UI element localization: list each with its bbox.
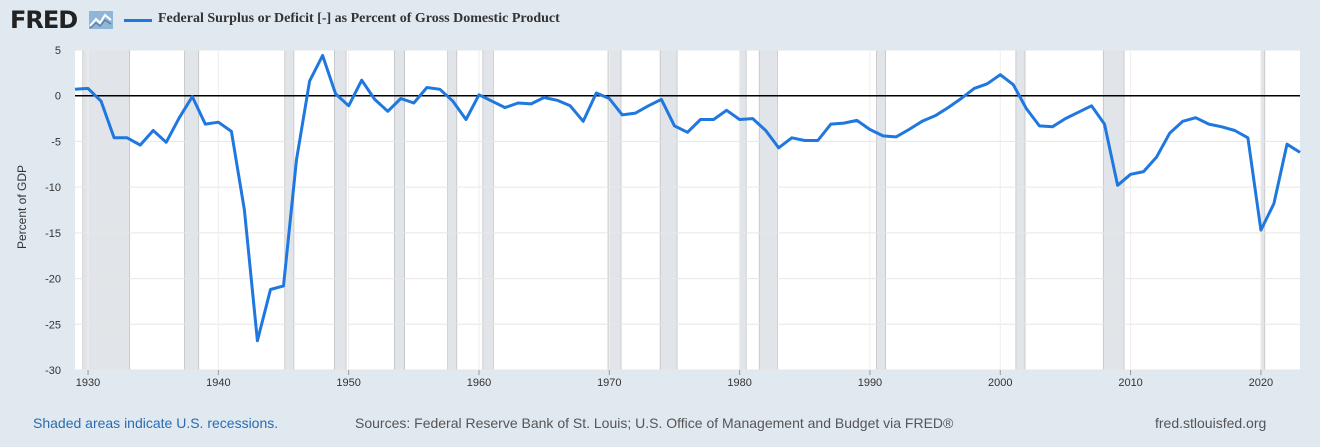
series-line[interactable]	[74, 54, 1301, 343]
recession-band	[876, 49, 886, 371]
x-tick-label: 1990	[858, 377, 882, 389]
x-tick-label: 1930	[76, 377, 100, 389]
legend-line-swatch	[124, 19, 152, 22]
recession-note-link[interactable]: Shaded areas indicate U.S. recessions.	[33, 415, 279, 431]
recession-band	[82, 49, 131, 371]
recession-shading	[82, 49, 1266, 371]
sources-text: Sources: Federal Reserve Bank of St. Lou…	[355, 415, 954, 431]
x-tick-label: 1980	[727, 377, 751, 389]
y-tick-label: -20	[45, 274, 61, 286]
x-axis-ticks: 1930 1940 1950 1960 1970 1980 1990 2000 2010 2020	[76, 370, 1273, 389]
y-tick-label: -15	[45, 228, 61, 240]
x-tick-label: 1970	[597, 377, 621, 389]
y-tick-label: -5	[51, 136, 61, 148]
x-tick-label: 2000	[988, 377, 1012, 389]
recession-band	[758, 49, 778, 371]
site-link[interactable]: fred.stlouisfed.org	[1155, 415, 1267, 431]
plot-background	[75, 50, 1300, 370]
y-axis-label: Percent of GDP	[15, 164, 29, 250]
x-tick-label: 1950	[336, 377, 360, 389]
y-tick-label: -30	[45, 365, 61, 377]
fred-logo-graph-icon	[89, 11, 113, 29]
x-tick-label: 2020	[1249, 377, 1273, 389]
legend-label[interactable]: Federal Surplus or Deficit [-] as Percen…	[158, 11, 560, 26]
recession-band	[1102, 49, 1125, 371]
y-tick-label: -10	[45, 182, 61, 194]
y-tick-label: 5	[55, 45, 61, 57]
y-tick-label: 0	[55, 91, 61, 103]
x-tick-label: 1960	[467, 377, 491, 389]
y-tick-label: -25	[45, 319, 61, 331]
fred-logo[interactable]: FRED	[10, 6, 78, 34]
recession-band	[739, 49, 747, 371]
recession-band	[1260, 49, 1266, 371]
x-tick-label: 2010	[1118, 377, 1142, 389]
chart-header: FRED Federal Surplus or Deficit [-] as P…	[0, 0, 1320, 40]
y-axis-ticks: 5 0 -5 -10 -15 -20 -25 -30	[45, 45, 61, 377]
recession-band	[659, 49, 678, 371]
x-tick-label: 1940	[206, 377, 230, 389]
